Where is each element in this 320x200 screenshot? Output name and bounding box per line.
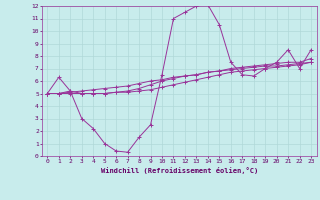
X-axis label: Windchill (Refroidissement éolien,°C): Windchill (Refroidissement éolien,°C) [100, 167, 258, 174]
